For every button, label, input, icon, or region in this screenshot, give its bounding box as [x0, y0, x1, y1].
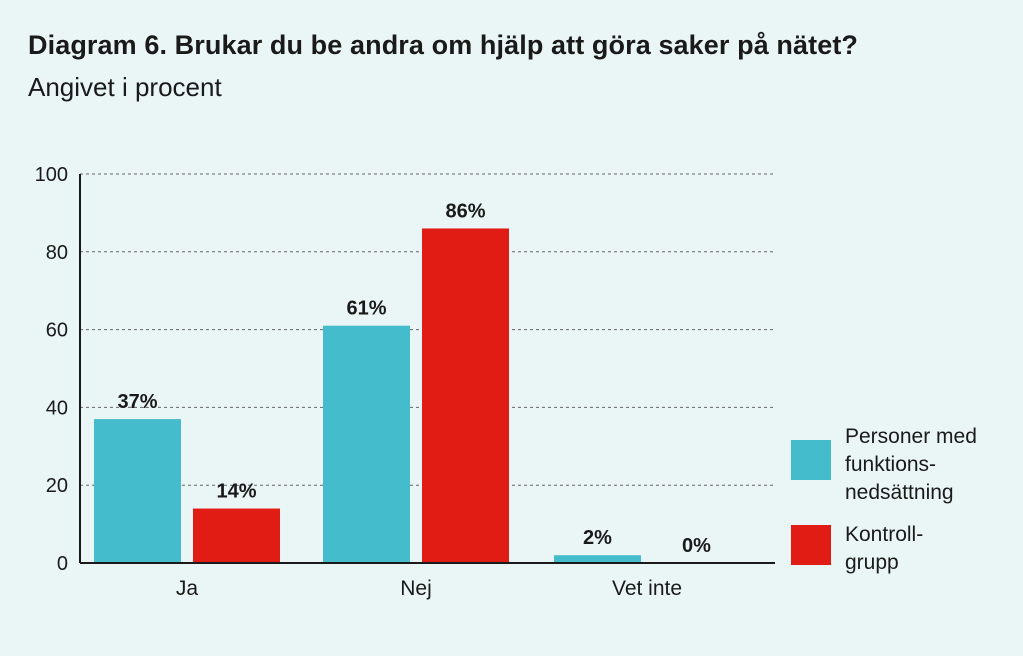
bar	[323, 325, 410, 563]
y-tick-label: 100	[35, 164, 68, 186]
data-label: 14%	[216, 481, 256, 503]
legend-label: Kontroll-	[845, 523, 923, 546]
y-tick-label: 20	[46, 475, 68, 497]
legend-label: Personer med	[845, 425, 977, 448]
y-tick-label: 0	[57, 553, 68, 575]
data-label: 37%	[117, 391, 157, 413]
chart-subtitle: Angivet i procent	[28, 72, 222, 102]
x-category-label: Vet inte	[612, 577, 682, 600]
bar	[94, 419, 181, 563]
y-tick-label: 80	[46, 242, 68, 264]
legend-label: nedsättning	[845, 481, 954, 504]
legend-swatch	[791, 440, 831, 480]
chart-title: Diagram 6. Brukar du be andra om hjälp a…	[28, 30, 859, 60]
legend-swatch	[791, 525, 831, 565]
bar	[193, 508, 280, 563]
y-tick-label: 40	[46, 397, 68, 419]
x-category-label: Ja	[176, 577, 199, 600]
data-label: 61%	[346, 298, 386, 320]
data-label: 2%	[583, 527, 612, 549]
legend-label: grupp	[845, 551, 899, 574]
y-tick-label: 60	[46, 320, 68, 342]
bar	[554, 555, 641, 563]
legend-label: funktions-	[845, 453, 936, 476]
data-label: 86%	[445, 200, 485, 222]
data-label: 0%	[682, 535, 711, 557]
x-category-label: Nej	[400, 577, 432, 600]
bar	[422, 228, 509, 563]
